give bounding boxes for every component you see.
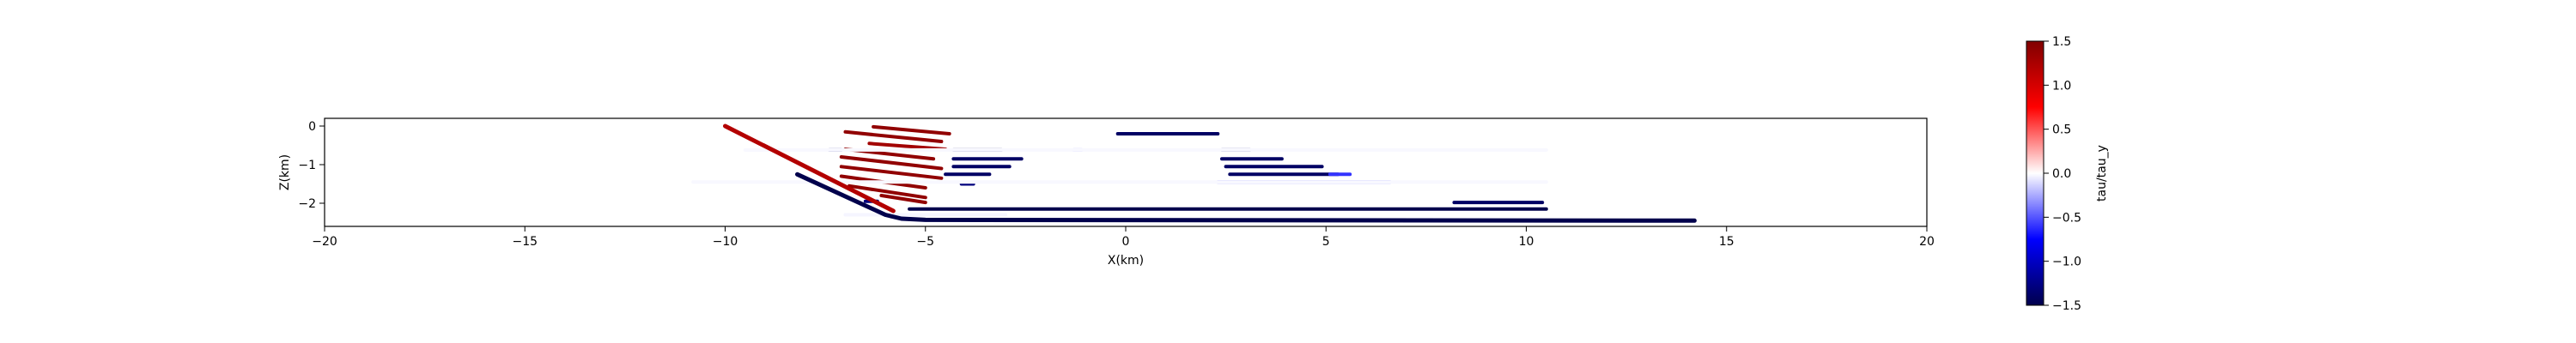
shear-segment-0 bbox=[872, 124, 951, 135]
x-tick-label: 10 bbox=[1519, 235, 1534, 249]
x-axis-label: X(km) bbox=[1108, 254, 1144, 268]
colorbar-tick-label: 1.5 bbox=[2052, 35, 2071, 49]
shear-segment-7 bbox=[848, 184, 927, 200]
shear-segment-8 bbox=[879, 194, 927, 205]
x-tick-label: −5 bbox=[916, 235, 934, 249]
colorbar-tick-label: 1.0 bbox=[2052, 79, 2071, 93]
x-axis-ticks: −20 −15 −10 −5 0 5 10 15 20 bbox=[312, 226, 1935, 249]
x-tick-label: 15 bbox=[1719, 235, 1735, 249]
colorbar-tick-label: 0.5 bbox=[2052, 123, 2071, 137]
y-axis-label: Z(km) bbox=[278, 154, 292, 190]
colorbar-ticks: 1.5 1.0 0.5 0.0 −0.5 −1.0 −1.5 bbox=[2044, 35, 2081, 313]
colorbar-tick-label: −1.5 bbox=[2052, 299, 2081, 313]
y-tick-label: 0 bbox=[308, 120, 316, 134]
shear-segment-5 bbox=[839, 165, 944, 180]
plot-marks bbox=[691, 123, 1697, 223]
fault-trace-1 bbox=[795, 172, 1697, 223]
colorbar-tick-label: −0.5 bbox=[2052, 211, 2081, 225]
shear-segment-4 bbox=[839, 155, 944, 171]
colorbar-tick-label: −1.0 bbox=[2052, 256, 2081, 269]
colorbar-tick-label: 0.0 bbox=[2052, 167, 2071, 181]
y-axis-ticks: 0 −1 −2 bbox=[298, 120, 325, 211]
x-tick-label: 0 bbox=[1122, 235, 1130, 249]
x-tick-label: 5 bbox=[1322, 235, 1330, 249]
x-tick-label: 20 bbox=[1919, 235, 1935, 249]
x-tick-label: −10 bbox=[713, 235, 738, 249]
y-tick-label: −2 bbox=[298, 197, 316, 211]
x-tick-label: −15 bbox=[512, 235, 538, 249]
plot-frame bbox=[324, 117, 1928, 227]
y-tick-label: −1 bbox=[298, 159, 316, 172]
colorbar bbox=[2026, 40, 2044, 306]
fault-trace-0 bbox=[723, 123, 896, 214]
colorbar-label: tau/tau_y bbox=[2095, 145, 2109, 202]
x-tick-label: −20 bbox=[312, 235, 337, 249]
shear-segment-2 bbox=[867, 141, 948, 151]
shear-segment-1 bbox=[843, 129, 944, 143]
